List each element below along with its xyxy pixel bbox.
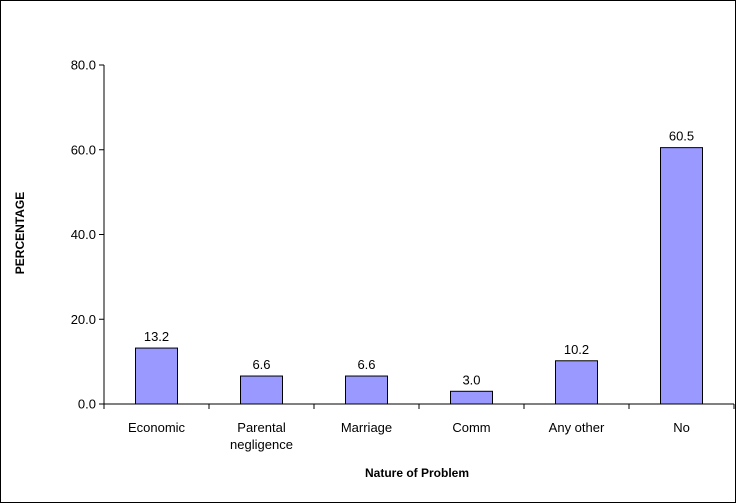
x-tick-label: Comm	[452, 420, 490, 435]
bar	[345, 375, 388, 405]
data-label: 10.2	[564, 342, 589, 357]
x-tick-label: Marriage	[341, 420, 392, 435]
bar	[240, 375, 283, 405]
bar	[555, 360, 598, 405]
labels: 0.0 20.0 40.0 60.0 80.0 13.2 Economic 6.6 Parent…	[71, 58, 694, 453]
bars	[135, 147, 703, 405]
y-tick-label: 0.0	[78, 397, 96, 412]
x-tick-label: No	[673, 420, 690, 435]
x-axis-title: Nature of Problem	[365, 466, 469, 480]
data-label: 6.6	[357, 357, 375, 372]
y-tick-label: 60.0	[71, 142, 96, 157]
bar	[135, 347, 178, 405]
y-tick-label: 20.0	[71, 312, 96, 327]
data-label: 3.0	[462, 372, 480, 387]
x-tick-label: Parental negligence	[230, 420, 293, 452]
y-tick-label: 40.0	[71, 227, 96, 242]
bar	[450, 390, 493, 405]
y-axis-title: PERCENTAGE	[13, 192, 27, 274]
x-tick-label: Any other	[549, 420, 605, 435]
bar	[660, 147, 703, 405]
x-tick-label: Economic	[128, 420, 186, 435]
data-label: 13.2	[144, 329, 169, 344]
data-label: 60.5	[669, 129, 694, 144]
data-label: 6.6	[252, 357, 270, 372]
y-tick-label: 80.0	[71, 58, 96, 73]
axes	[99, 64, 735, 409]
